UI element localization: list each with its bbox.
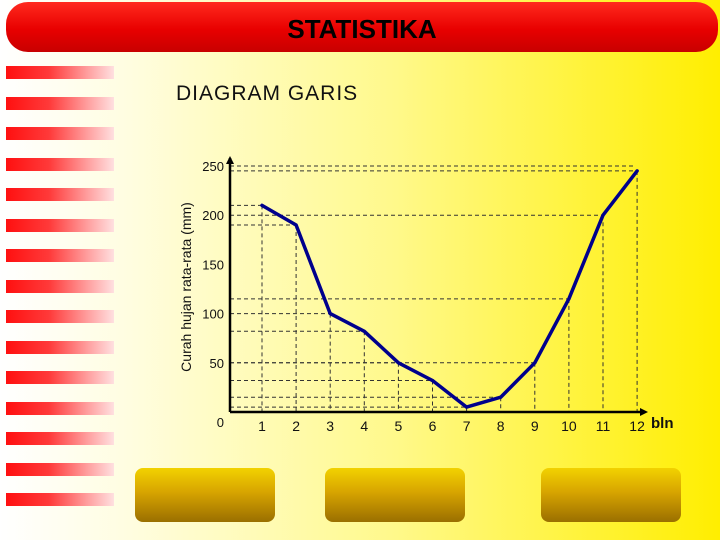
x-tick-label: 8 [497,418,505,434]
stripe [6,432,114,445]
stripe [6,218,114,232]
x-tick-label: 9 [531,418,539,434]
x-tick-label: 3 [326,418,334,434]
x-tick-label: 2 [292,418,300,434]
chart-heading: DIAGRAM GARIS [176,82,359,105]
x-axis-label: bln [651,415,674,432]
stripe [6,157,114,171]
stripe [6,66,114,79]
data-point [260,203,264,207]
stripe [6,371,114,384]
stripe [6,188,114,201]
x-tick-label: 1 [258,418,266,434]
data-point [635,169,639,173]
stripe [6,96,114,110]
y-tick-label: 0 [217,415,224,430]
button-left[interactable] [135,468,275,522]
x-tick-label: 11 [596,418,611,434]
y-tick-label: 50 [210,356,224,371]
x-tick-label: 7 [463,418,471,434]
x-tick-label: 4 [360,418,368,434]
data-point [362,329,366,333]
stripe [6,493,114,506]
title-banner: STATISTIKA [6,2,718,52]
y-tick-label: 250 [202,159,224,174]
data-point [499,395,503,399]
data-point [294,223,298,227]
x-tick-label: 5 [395,418,403,434]
stripe [6,249,114,262]
button-right[interactable] [541,468,681,522]
x-tick-label: 6 [429,418,437,434]
stripe [6,401,114,415]
data-point [396,361,400,365]
y-axis-arrow [226,156,234,164]
data-point [567,297,571,301]
data-point [328,312,332,316]
y-tick-label: 100 [202,307,224,322]
x-tick-label: 10 [561,418,577,434]
series-line [260,169,639,409]
stripe [6,462,114,476]
page-title: STATISTIKA [287,14,437,44]
stripe [6,279,114,293]
button-center[interactable] [325,468,465,522]
stripe [6,127,114,140]
y-tick-label: 150 [202,257,224,272]
x-tick-label: 12 [629,418,645,434]
data-point [533,361,537,365]
data-point [431,379,434,383]
x-axis-arrow [640,408,648,416]
data-point [465,405,469,409]
stripe [6,340,114,354]
y-tick-label: 200 [202,208,224,223]
data-point [601,213,605,217]
stripe [6,310,114,323]
